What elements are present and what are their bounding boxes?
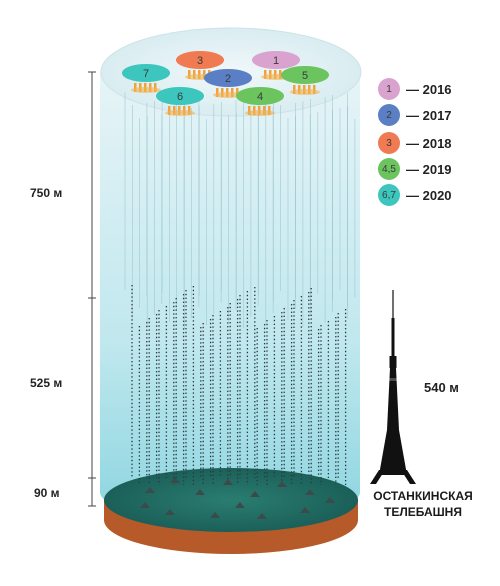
disc-shape [252,51,300,69]
burner-glow [213,92,243,98]
disc-shape [176,51,224,69]
height-label-525: 525 м [30,376,63,390]
anchor-point [145,487,155,493]
height-scale-bracket [88,71,96,507]
legend-swatch: 6,7 [378,184,400,206]
legend-swatch-label: 1 [386,83,392,95]
anchor-point [165,509,175,515]
burner-mark [188,70,191,79]
anchor-point [223,479,233,485]
legend-swatch: 1 [378,78,400,100]
legend-swatch-label: 6,7 [382,189,396,201]
burner-mark [236,88,239,97]
burner-mark [264,70,267,79]
legend-item-2016: 1 — 2016 [378,78,452,100]
tower-height-label: 540 м [424,380,459,395]
legend-swatch: 2 [378,104,400,126]
disc-shape [236,87,284,105]
base-anchor-points [140,477,335,519]
legend-swatch-label: 3 [386,137,392,149]
burner-mark [168,106,171,115]
disc-label: 7 [143,68,149,80]
disc-label: 1 [273,55,279,67]
anchor-point [250,491,260,497]
anchor-point [210,512,220,518]
legend-year: — 2019 [406,161,452,177]
disc-label: 2 [225,73,231,85]
disc-label: 6 [177,91,183,103]
legend-year: — 2020 [406,187,452,203]
burner-mark [293,85,296,94]
anchor-point [325,497,335,503]
legend-item-2019: 4,5 — 2019 [378,158,452,180]
burner-glow [165,110,195,116]
anchor-point [195,489,205,495]
burner-mark [134,83,137,92]
ostankino-tower-icon [370,290,416,484]
balloon-disc: 2 [204,69,252,98]
balloon-disc: 7 [122,64,170,93]
tether-lines [124,92,356,329]
burner-mark [188,106,191,115]
height-label-750: 750 м [30,186,63,200]
disc-shape [156,87,204,105]
height-label-90: 90 м [34,486,60,500]
disc-shape [122,64,170,82]
burner-glow [245,110,275,116]
tower-caption: ОСТАНКИНСКАЯ ТЕЛЕБАШНЯ [368,488,478,520]
disc-shape [281,66,329,84]
legend-item-2017: 2 — 2017 [378,104,452,126]
legend-swatch-label: 2 [386,109,392,121]
legend-swatch: 3 [378,132,400,154]
base-plinth-top [104,468,358,532]
burner-glow [131,87,161,93]
anchor-point [140,502,150,508]
burner-mark [268,106,271,115]
anchor-point [277,481,287,487]
anchor-point [300,507,310,513]
burner-mark [248,106,251,115]
disc-label: 4 [257,91,263,103]
legend-swatch-label: 4,5 [382,163,396,175]
dotted-strands [131,285,347,485]
anchor-point [235,502,245,508]
anchor-point [257,513,267,519]
legend-year: — 2018 [406,135,452,151]
balloon-discs: 3 1 7 2 5 6 4 [122,51,329,116]
balloon-disc: 4 [236,87,284,116]
anchor-point [305,489,315,495]
legend-item-2018: 3 — 2018 [378,132,452,154]
balloon-disc: 5 [281,66,329,95]
disc-shape [204,69,252,87]
burner-mark [216,88,219,97]
disc-label: 5 [302,70,308,82]
burner-glow [290,89,320,95]
legend-item-2020: 6,7 — 2020 [378,184,452,206]
tower-caption-line1: ОСТАНКИНСКАЯ [373,489,473,503]
burner-mark [154,83,157,92]
tower-caption-line2: ТЕЛЕБАШНЯ [384,505,462,519]
legend-year: — 2017 [406,107,452,123]
burner-mark [313,85,316,94]
anchor-point [170,477,180,483]
balloon-disc: 6 [156,87,204,116]
legend-year: — 2016 [406,81,452,97]
legend-swatch: 4,5 [378,158,400,180]
disc-label: 3 [197,55,203,67]
